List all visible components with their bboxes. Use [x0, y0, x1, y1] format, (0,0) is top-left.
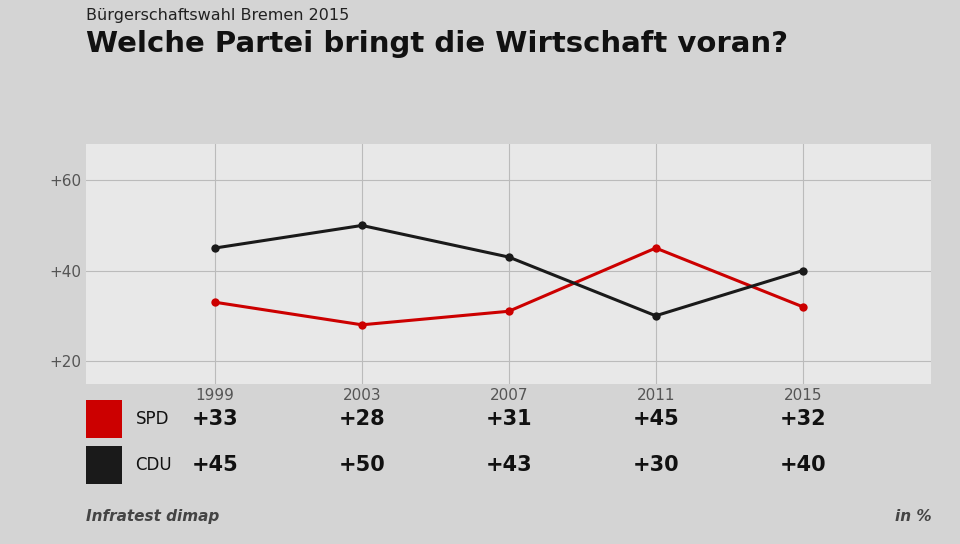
Text: +28: +28	[339, 409, 385, 429]
Bar	[86, 399, 122, 438]
Text: +31: +31	[486, 409, 532, 429]
Text: SPD: SPD	[135, 410, 169, 428]
Text: +45: +45	[633, 409, 679, 429]
Text: +43: +43	[486, 455, 532, 475]
Text: +45: +45	[192, 455, 238, 475]
Text: Infratest dimap: Infratest dimap	[86, 509, 220, 524]
Bar	[86, 446, 122, 484]
Text: +40: +40	[780, 455, 826, 475]
Text: +32: +32	[780, 409, 826, 429]
Text: +50: +50	[339, 455, 385, 475]
Text: CDU: CDU	[135, 456, 172, 474]
Text: in %: in %	[895, 509, 931, 524]
Text: +30: +30	[633, 455, 679, 475]
Text: Welche Partei bringt die Wirtschaft voran?: Welche Partei bringt die Wirtschaft vora…	[86, 30, 788, 58]
Text: +33: +33	[192, 409, 238, 429]
Text: Bürgerschaftswahl Bremen 2015: Bürgerschaftswahl Bremen 2015	[86, 8, 349, 23]
